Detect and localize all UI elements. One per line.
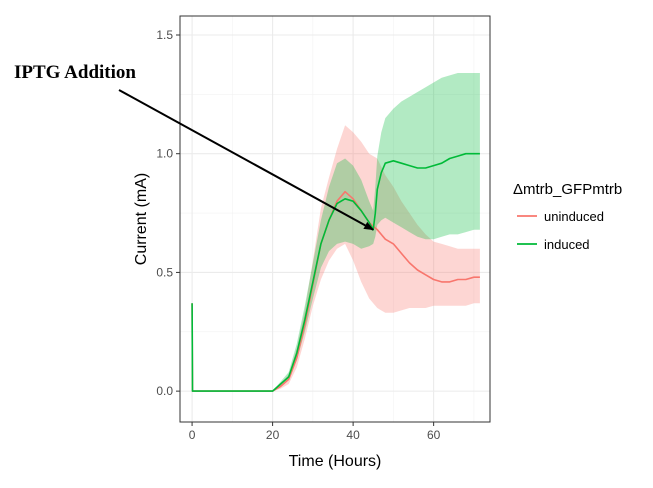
ribbon-induced [192,73,480,392]
x-tick-label: 0 [189,428,196,442]
ribbons [192,73,480,392]
annotation-arrow [118,89,375,231]
ribbon-uninduced [192,125,480,392]
x-tick-label: 20 [266,428,280,442]
y-tick-label: 0.0 [156,384,173,398]
legend-label-induced: induced [544,237,590,252]
grid-minor [180,16,490,422]
y-tick-label: 1.5 [156,28,173,42]
y-axis-ticks: 0.0 0.5 1.0 1.5 [156,28,180,398]
x-tick-label: 40 [346,428,360,442]
y-tick-label: 0.5 [156,265,173,279]
annotation-text: IPTG Addition [14,62,136,83]
panel-border [179,15,491,423]
y-tick-label: 1.0 [156,147,173,161]
legend-label-uninduced: uninduced [544,209,604,224]
legend-title: Δmtrb_GFPmtrb [513,181,622,198]
legend-item-induced: induced [517,237,590,252]
x-tick-label: 60 [427,428,441,442]
x-axis-title: Time (Hours) [289,453,382,470]
legend-item-uninduced: uninduced [517,209,604,224]
x-axis-ticks: 0 20 40 60 [189,422,441,442]
legend: Δmtrb_GFPmtrb uninduced induced [513,181,622,252]
y-axis-title: Current (mA) [133,173,150,265]
annotation: IPTG Addition [14,62,375,231]
